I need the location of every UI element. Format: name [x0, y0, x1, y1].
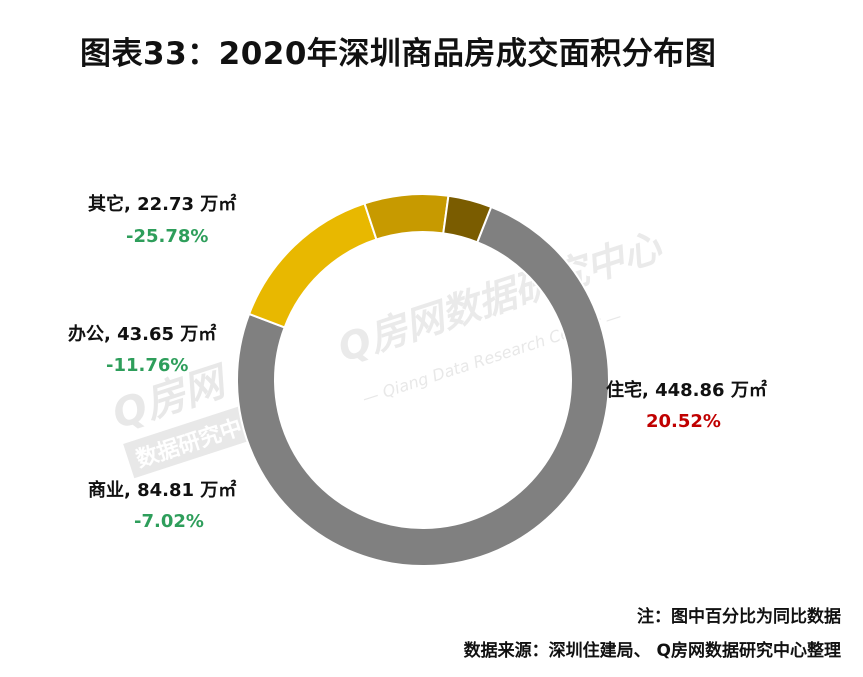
donut-slice-commercial: [247, 202, 378, 329]
slice-yoy-other: -25.78%: [126, 226, 209, 247]
slice-yoy-office: -11.76%: [106, 355, 189, 376]
slice-yoy-commercial: -7.02%: [134, 511, 204, 532]
slice-label-office: 办公, 43.65 万㎡: [68, 324, 217, 345]
slice-label-other: 其它, 22.73 万㎡: [88, 194, 237, 215]
chart-title: 图表33：2020年深圳商品房成交面积分布图: [80, 36, 717, 72]
slice-label-commercial: 商业, 84.81 万㎡: [88, 480, 237, 501]
slice-yoy-residential: 20.52%: [646, 411, 721, 432]
donut-slice-other: [442, 194, 493, 244]
donut-slice-residential: [236, 205, 610, 567]
chart-source: 数据来源：深圳住建局、 Q房网数据研究中心整理: [463, 641, 841, 661]
slice-label-residential: 住宅, 448.86 万㎡: [606, 380, 767, 401]
donut-slice-office: [363, 193, 450, 241]
chart-note: 注：图中百分比为同比数据: [637, 607, 841, 627]
